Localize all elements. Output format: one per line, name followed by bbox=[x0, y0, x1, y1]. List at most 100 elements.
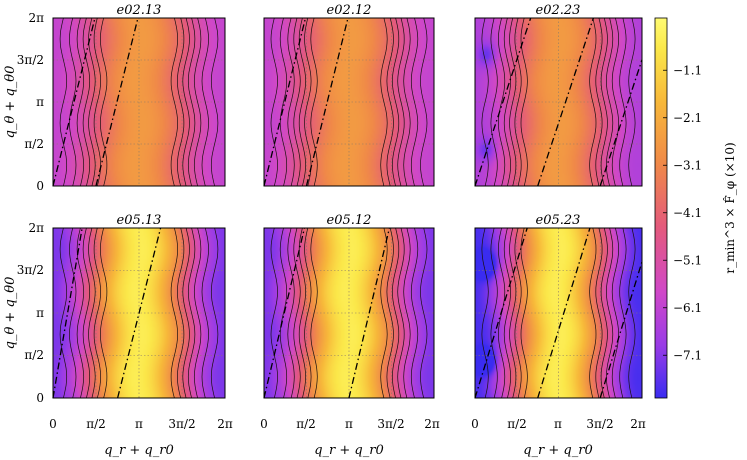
x-tick-label: π bbox=[135, 417, 143, 431]
contour-line bbox=[589, 17, 597, 187]
panel-2-contours bbox=[270, 17, 428, 187]
y-tick-label: 0 bbox=[36, 179, 44, 193]
contour-line bbox=[420, 17, 428, 187]
y-tick-label: π/2 bbox=[24, 137, 44, 151]
contour-line bbox=[403, 17, 411, 187]
contour-line bbox=[310, 17, 318, 187]
contour-line bbox=[201, 17, 209, 187]
contour-line bbox=[514, 227, 522, 399]
contour-line bbox=[509, 17, 517, 187]
contour-line bbox=[490, 17, 498, 187]
panel-6-dashdot-lines bbox=[474, 227, 643, 399]
y-ticks-bottom: 0 π/2 π 3π/2 2π bbox=[17, 221, 44, 405]
contour-line bbox=[182, 17, 190, 187]
colorbar-tick-label: −7.1 bbox=[673, 348, 702, 362]
contour-line bbox=[611, 17, 619, 187]
x-tick-label: 3π/2 bbox=[586, 417, 613, 431]
contour-line bbox=[201, 227, 209, 399]
contour-line bbox=[88, 17, 96, 187]
contour-line bbox=[403, 227, 411, 399]
contour-line bbox=[397, 227, 405, 399]
contour-line bbox=[503, 17, 511, 187]
contour-line bbox=[187, 227, 196, 399]
contour-line bbox=[589, 227, 597, 399]
x-axis-label-col1: q_r + q_r0 bbox=[104, 443, 174, 458]
dashdot-line bbox=[599, 261, 643, 399]
y-axis-label-top: q_θ + q_θ0 bbox=[3, 66, 18, 139]
contour-line bbox=[287, 17, 295, 187]
x-tick-label: 2π bbox=[424, 417, 440, 431]
contour-line bbox=[69, 17, 77, 187]
panel-2: e02.12 bbox=[263, 3, 435, 187]
dashdot-line bbox=[263, 227, 306, 399]
contour-line bbox=[619, 17, 627, 187]
y-tick-label: 3π/2 bbox=[17, 263, 44, 277]
contour-line bbox=[177, 17, 185, 187]
contour-line bbox=[606, 17, 614, 187]
contour-line bbox=[82, 17, 91, 187]
x-tick-label: π/2 bbox=[86, 417, 106, 431]
contour-line bbox=[193, 17, 202, 187]
colorbar-label: r_min^3 × F̂_φ (×10) bbox=[722, 142, 737, 273]
contour-line bbox=[287, 227, 295, 399]
contour-line bbox=[509, 227, 517, 399]
panel-1-contours bbox=[59, 17, 219, 187]
panel-5-title: e05.12 bbox=[327, 213, 372, 228]
contour-line bbox=[490, 227, 498, 399]
contour-line bbox=[82, 227, 91, 399]
y-tick-label: 2π bbox=[28, 221, 44, 235]
contour-line bbox=[93, 17, 101, 187]
contour-line bbox=[595, 227, 603, 399]
contour-line bbox=[498, 17, 506, 187]
contour-line bbox=[386, 227, 394, 399]
colorbar-tick-label: −4.1 bbox=[673, 206, 702, 220]
y-tick-label: π bbox=[36, 306, 44, 320]
x-ticks-col3: 0 π/2 π 3π/2 2π bbox=[471, 417, 646, 431]
panel-4-title: e05.13 bbox=[117, 213, 162, 228]
panel-1-grid bbox=[53, 18, 225, 186]
contour-line bbox=[293, 17, 301, 187]
contour-line bbox=[100, 227, 108, 399]
contour-line bbox=[59, 17, 68, 187]
x-tick-label: π bbox=[554, 417, 562, 431]
contour-line bbox=[59, 227, 68, 399]
contour-line bbox=[391, 17, 400, 187]
contour-line bbox=[628, 227, 636, 399]
panel-3-grid bbox=[475, 18, 642, 186]
colorbar-ticks: −1.1 −2.1 −3.1 −4.1 −5.1 −6.1 −7.1 bbox=[663, 63, 702, 362]
x-tick-label: 3π/2 bbox=[168, 417, 195, 431]
contour-line bbox=[310, 227, 318, 399]
y-axis-label-bottom: q_θ + q_θ0 bbox=[3, 277, 18, 350]
contour-line bbox=[595, 17, 603, 187]
contour-line bbox=[298, 227, 307, 399]
panel-4: e05.13 bbox=[52, 213, 226, 399]
panel-3-frame bbox=[474, 17, 643, 187]
contour-line bbox=[600, 227, 608, 399]
contour-line bbox=[177, 227, 185, 399]
x-tick-label: 3π/2 bbox=[377, 417, 404, 431]
contour-line bbox=[514, 17, 522, 187]
panel-2-frame bbox=[263, 17, 435, 187]
contour-line bbox=[410, 17, 419, 187]
contour-line bbox=[210, 227, 219, 399]
panel-4-frame bbox=[52, 227, 226, 399]
x-ticks-col1: 0 π/2 π 3π/2 2π bbox=[49, 417, 233, 431]
colorbar-tick-label: −3.1 bbox=[673, 158, 702, 172]
x-axis-label-col2: q_r + q_r0 bbox=[314, 443, 384, 458]
dashdot-line bbox=[116, 227, 162, 399]
contour-line bbox=[380, 17, 388, 187]
panel-6-title: e05.23 bbox=[536, 213, 581, 228]
panel-3-dashdot-lines bbox=[474, 17, 643, 187]
panel-3-title: e02.23 bbox=[536, 3, 581, 18]
panel-5-frame bbox=[263, 227, 435, 399]
panel-6-frame bbox=[474, 227, 643, 399]
contour-line bbox=[298, 17, 307, 187]
contour-line bbox=[481, 227, 489, 399]
contour-line bbox=[69, 227, 77, 399]
panel-6-contours bbox=[481, 227, 636, 399]
contour-line bbox=[397, 17, 405, 187]
y-tick-label: 0 bbox=[36, 391, 44, 405]
contour-line bbox=[391, 227, 400, 399]
contour-line bbox=[304, 227, 312, 399]
